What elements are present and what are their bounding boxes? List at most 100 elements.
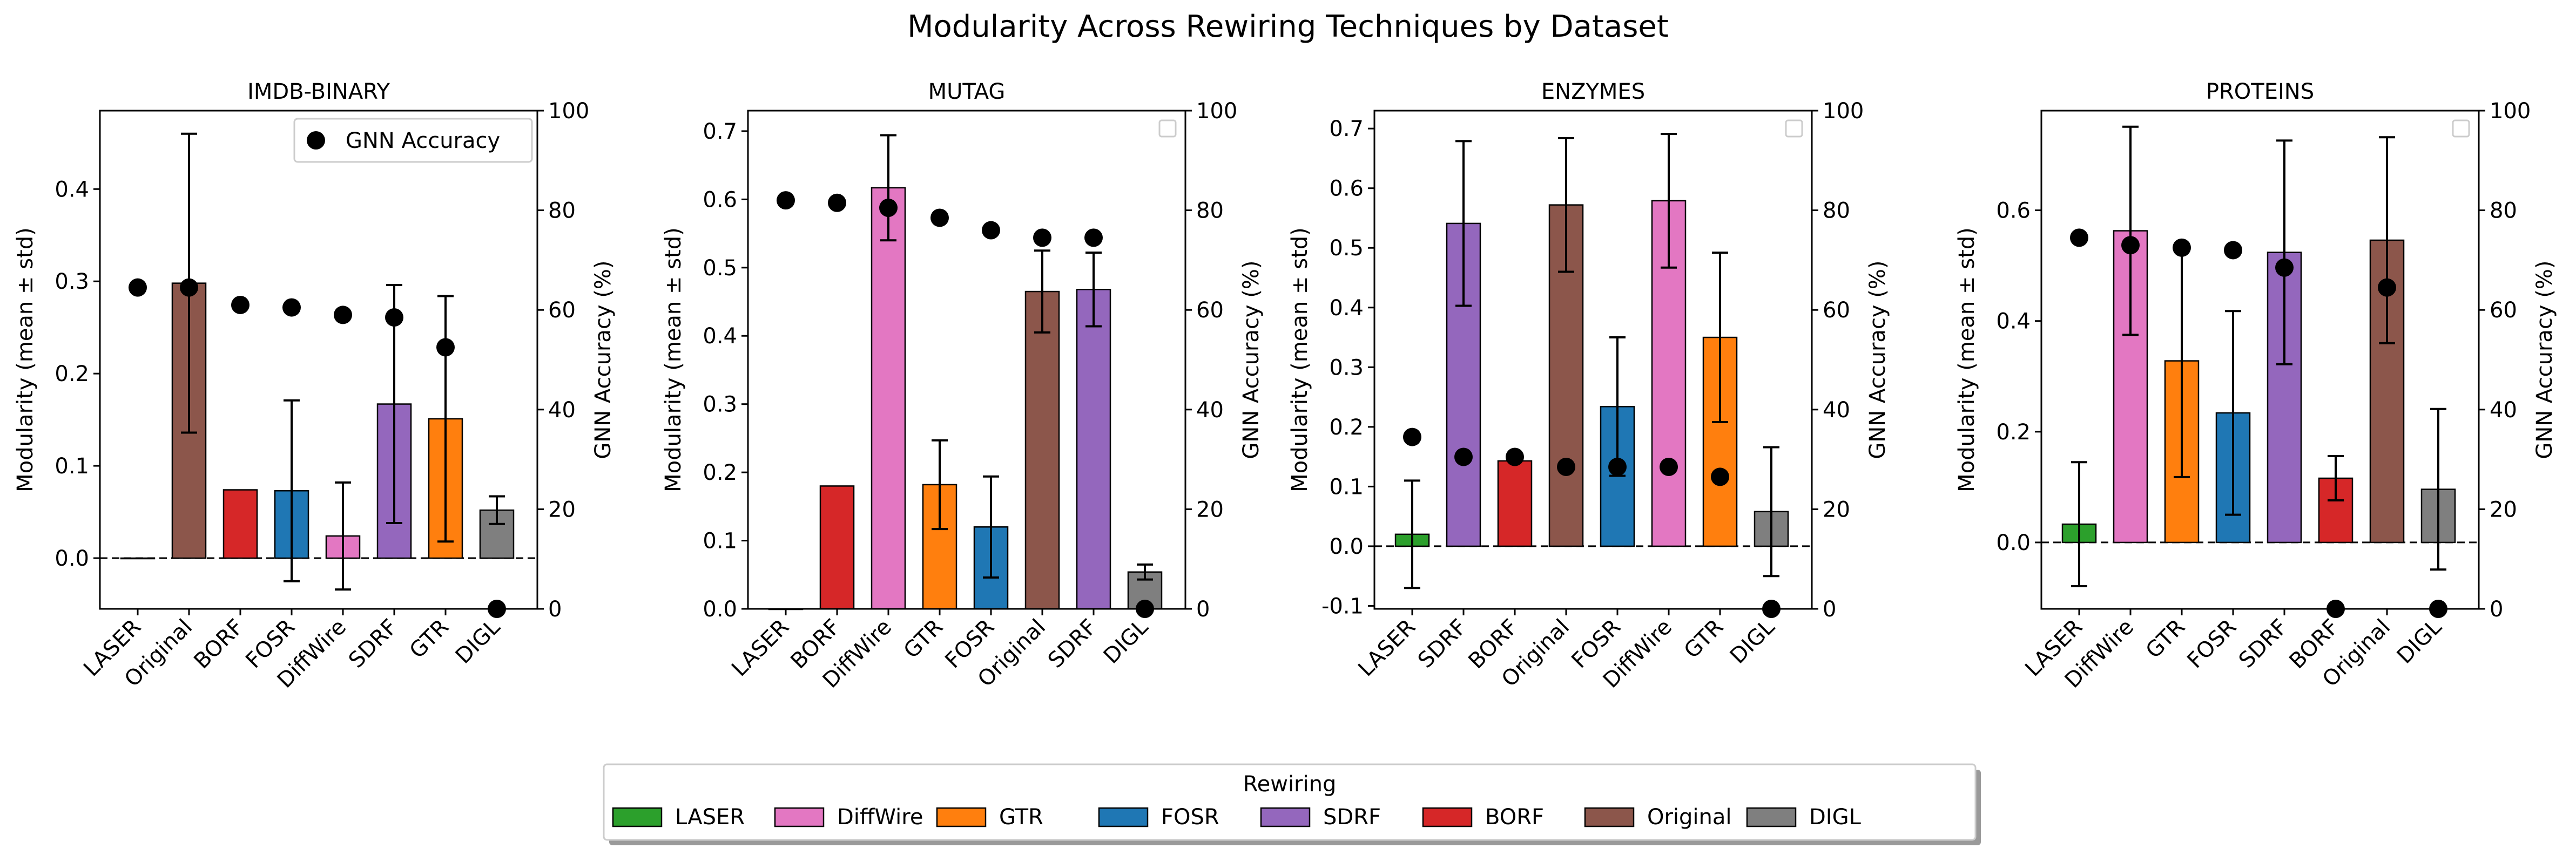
y2-tick-label: 80 — [548, 199, 576, 223]
accuracy-point-sdrf — [385, 308, 403, 327]
figure-title: Modularity Across Rewiring Techniques by… — [907, 9, 1669, 44]
y-tick-label: 0.3 — [55, 269, 89, 294]
legend-swatch-fosr — [1098, 807, 1149, 827]
empty-legend-box — [1158, 119, 1177, 138]
y2-axis-label: GNN Accuracy (%) — [1239, 260, 1264, 459]
y-tick-label: 0.6 — [703, 187, 737, 212]
x-tick-label: LASER — [1353, 615, 1420, 682]
legend-label-sdrf: SDRF — [1323, 805, 1381, 830]
bar-diffwire — [871, 187, 906, 610]
y-tick-label: 0.4 — [1996, 309, 2031, 334]
legend-label-borf: BORF — [1485, 805, 1544, 830]
legend-title: Rewiring — [1243, 772, 1337, 797]
y2-tick-label: 20 — [1823, 497, 1850, 522]
y-tick-label: 0.6 — [1329, 177, 1364, 201]
scatter-legend-label: GNN Accuracy — [346, 128, 500, 153]
x-tick-label: DIGL — [1099, 614, 1154, 669]
y2-tick-label: 100 — [548, 99, 589, 124]
accuracy-point-borf — [231, 295, 249, 314]
accuracy-point-diffwire — [879, 198, 898, 217]
accuracy-point-sdrf — [2275, 258, 2294, 277]
accuracy-point-diffwire — [2121, 236, 2140, 255]
y-axis-label: Modularity (mean ± std) — [661, 227, 686, 492]
bar-digl — [479, 509, 515, 559]
y-tick-label: 0.1 — [55, 454, 89, 479]
accuracy-point-borf — [1506, 447, 1524, 466]
y-tick-label: 0.3 — [703, 392, 737, 417]
y2-tick-label: 100 — [1196, 99, 1237, 124]
y-tick-label: 0.4 — [55, 177, 89, 202]
legend-label-digl: DIGL — [1809, 805, 1862, 830]
accuracy-point-fosr — [1608, 457, 1627, 476]
accuracy-point-gtr — [1711, 467, 1729, 486]
panel-imdb-binary: IMDB-BINARY0.00.10.20.30.4020406080100LA… — [13, 79, 616, 693]
y2-tick-label: 100 — [2490, 99, 2531, 124]
panel-title: PROTEINS — [2206, 79, 2314, 104]
panels: IMDB-BINARY 0.0 0.1 0.2 0.3 0.4 0 20 40 60 80 100 LA… — [13, 79, 2557, 693]
bar-borf — [222, 489, 258, 559]
legend-swatch-borf — [1422, 807, 1473, 827]
y2-tick-label: 60 — [1823, 298, 1850, 323]
bar-gtr — [1702, 336, 1738, 547]
plot-frame — [2040, 110, 2480, 610]
y2-tick-label: 60 — [548, 298, 576, 323]
accuracy-point-gtr — [2173, 238, 2191, 257]
accuracy-point-fosr — [282, 298, 301, 317]
bar-original — [1024, 290, 1060, 610]
panel-proteins: PROTEINS0.00.20.40.6020406080100LASERDif… — [1954, 79, 2557, 693]
y-tick-label: 0.2 — [703, 460, 737, 485]
y-axis-label: Modularity (mean ± std) — [13, 227, 38, 492]
y2-tick-label: 40 — [548, 398, 576, 423]
accuracy-point-sdrf — [1454, 447, 1473, 466]
y2-tick-label: 0 — [548, 597, 562, 622]
y2-tick-label: 40 — [1196, 398, 1224, 423]
y2-tick-label: 40 — [2490, 398, 2517, 423]
accuracy-point-laser — [1403, 428, 1421, 446]
x-tick-label: SDRF — [2234, 615, 2292, 673]
panel-title: ENZYMES — [1541, 79, 1645, 104]
x-tick-label: LASER — [727, 615, 794, 682]
y2-tick-label: 0 — [1196, 597, 1210, 622]
y-tick-label: 0.1 — [1329, 474, 1364, 499]
legend-swatch-laser — [612, 807, 663, 827]
y2-tick-label: 0 — [2490, 597, 2503, 622]
y-tick-label: 0.1 — [703, 529, 737, 554]
y-tick-label: 0.4 — [1329, 296, 1364, 321]
panel-title: IMDB-BINARY — [247, 79, 390, 104]
empty-legend-box — [2452, 119, 2470, 138]
plot-frame — [747, 110, 1186, 610]
y2-tick-label: 20 — [2490, 497, 2517, 522]
x-tick-label: DIGL — [2392, 614, 2447, 669]
legend-swatch-diffwire — [774, 807, 825, 827]
x-tick-label: SDRF — [1043, 615, 1102, 673]
y-tick-label: 0.7 — [1329, 117, 1364, 141]
accuracy-point-fosr — [2224, 241, 2242, 260]
y2-tick-label: 60 — [1196, 298, 1224, 323]
bar-laser — [120, 557, 156, 560]
x-tick-label: FOSR — [2182, 615, 2241, 674]
scatter-legend-marker — [307, 131, 325, 150]
y-tick-label: 0.0 — [55, 546, 89, 571]
bar-sdrf — [1076, 289, 1111, 610]
legend-label-laser: LASER — [675, 805, 745, 830]
legend-swatch-gtr — [936, 807, 987, 827]
y-tick-label: 0.0 — [703, 597, 737, 622]
panel-mutag: MUTAG 0.0 0.1 0.2 0.3 0.4 0.5 0.6 0.7 0 20 40 60 80 10… — [661, 79, 1264, 693]
x-tick-label: SDRF — [344, 615, 402, 673]
accuracy-point-fosr — [982, 221, 1000, 240]
x-tick-label: GTR — [1680, 615, 1728, 663]
accuracy-point-original — [1557, 457, 1575, 476]
plot-frame — [1373, 110, 1813, 610]
panel-enzymes: ENZYMES -0.1 0.0 0.1 0.2 0.3 0.4 0.5 0.6 0.7 0 20 40… — [1287, 79, 1890, 693]
y2-tick-label: 80 — [1196, 199, 1224, 223]
y2-tick-label: 20 — [548, 497, 576, 522]
accuracy-point-original — [180, 278, 198, 297]
accuracy-point-original — [1033, 228, 1051, 247]
bar-borf — [1497, 460, 1533, 547]
empty-legend-box — [1785, 119, 1803, 138]
x-tick-label: DIGL — [451, 614, 505, 669]
y-tick-label: 0.4 — [703, 324, 737, 349]
y-tick-label: 0.0 — [1329, 534, 1364, 559]
legend-label-diffwire: DiffWire — [837, 805, 923, 830]
